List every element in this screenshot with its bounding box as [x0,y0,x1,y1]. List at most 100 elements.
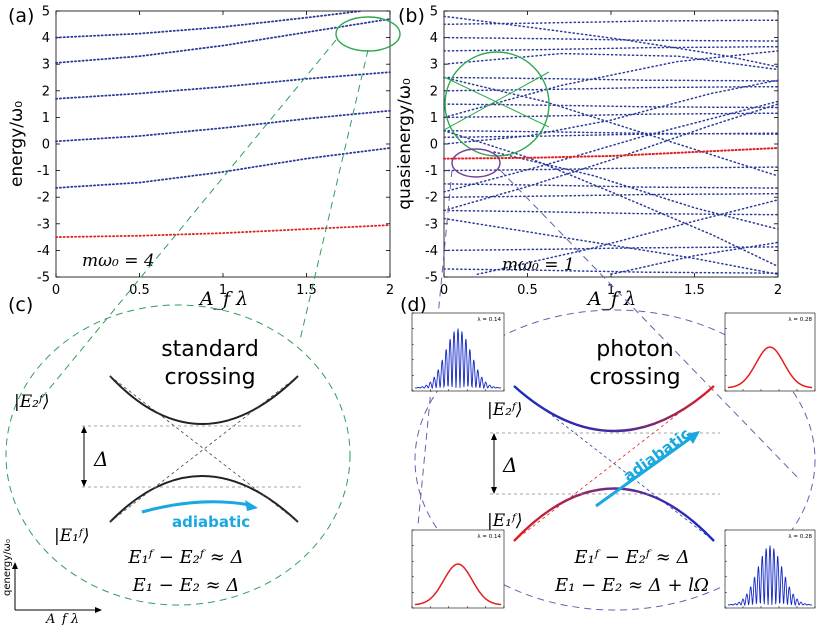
panel-c-eq1: E₁ᶠ − E₂ᶠ ≈ Δ [127,547,243,568]
x-tick-label: 0 [440,283,448,298]
panel-c-mini-axis-x-label: A_f λ [45,612,79,625]
wavefunction-inset: λ = 0.14 [411,312,505,392]
y-tick-label: 3 [42,58,50,73]
zoom-guides [39,39,801,526]
panel-b-curves [443,15,779,276]
panel-a-curves [55,10,391,239]
quasienergy-crossing-curve [443,50,779,119]
quasienergy-band [443,132,779,139]
panel-c-upper-branch [109,375,299,425]
panel-d-insets: λ = 0.14 λ = 0.28 λ = 0.14 λ = 0.28 [411,312,816,609]
inset-wavefunction-curve [727,545,813,607]
wavefunction-inset: λ = 0.14 [411,529,505,609]
inset-frame [724,312,816,392]
x-tick-label: 1 [607,283,615,298]
y-tick-label: -3 [425,217,438,232]
quasienergy-crossing-curve [443,52,779,71]
y-tick-label: 1 [42,111,50,126]
panel-c-gap-arrow-bottom [81,480,87,487]
inset-frame [411,312,505,392]
panel-a-xlabel: A_f λ [198,288,248,310]
panel-b: (b) 5 4 3 2 1 0 -1 -2 -3 -4 -5 0 0.5 1 1.5 2 quasiener… [395,5,782,311]
panel-a-label: (a) [8,5,34,27]
energy-level-curve [55,18,391,64]
quasienergy-crossing-curve [493,151,779,230]
quasienergy-band [443,183,779,189]
panel-c-lower-branch [109,475,299,523]
y-tick-label: 0 [430,138,438,153]
panel-c-lower-state: |E₁ᶠ⟩ [54,526,90,546]
panel-b-annotation: mω₀ = 1 [502,255,575,275]
quasienergy-crossing-curve [443,217,779,276]
energy-level-curve [55,71,391,100]
panel-d-title-2: crossing [589,365,680,390]
inset-frame [724,529,816,609]
panel-a-y-ticks: 5 4 3 2 1 0 -1 -2 -3 -4 -5 [37,5,390,286]
y-tick-label: 0 [42,138,50,153]
panel-c-eq2: E₁ − E₂ ≈ Δ [132,575,240,596]
quasienergy-band [443,246,779,252]
panel-d-gap-arrow-bottom [491,487,497,494]
energy-level-curve [55,147,391,189]
panel-d-adiabatic-label: adiabatic [620,425,694,486]
y-tick-label: -2 [425,191,438,206]
quasienergy-band [443,103,779,109]
y-tick-label: -3 [37,217,50,232]
x-tick-label: 1.5 [296,283,317,298]
quasienergy-crossing-curve [443,76,779,177]
green-guide-right [299,49,369,341]
quasienergy-band [443,112,779,119]
wavefunction-inset: λ = 0.28 [724,312,816,392]
y-tick-label: -4 [425,244,438,259]
panel-b-y-ticks: 5 4 3 2 1 0 -1 -2 -3 -4 -5 [425,5,778,286]
y-tick-label: 1 [430,111,438,126]
panel-c-title-1: standard [161,337,259,362]
y-tick-label: -5 [425,271,438,286]
green-guide-left [39,39,337,401]
panel-b-green-line-2 [443,71,550,131]
panel-c-zoom-ellipse [5,304,351,606]
quasienergy-band [443,268,779,274]
quasienergy-crossing-curve [443,103,779,212]
quasienergy-crossing-curve [443,100,779,193]
panel-a-ylabel: energy/ω₀ [7,101,27,187]
inset-wavefunction-curve [414,563,502,606]
inset-lambda-label: λ = 0.28 [788,317,812,323]
panel-c-adiabatic-arrowhead [245,500,258,511]
y-tick-label: -1 [425,164,438,179]
x-tick-label: 1 [219,283,227,298]
panel-c-adiabatic-arrow [141,500,251,514]
x-tick-label: 0.5 [129,283,150,298]
energy-level-curve [55,109,391,143]
wavefunction-inset: λ = 0.28 [724,529,816,609]
panel-c-label: (c) [8,294,33,316]
quasienergy-band [443,76,779,82]
panel-c-diabatic-1 [109,375,299,523]
quasienergy-band [443,209,779,216]
panel-a-x-ticks: 0 0.5 1 1.5 2 [52,11,394,298]
ground-level-curve [55,224,391,239]
panel-d-diabatic-blue [513,385,715,542]
y-tick-label: 5 [430,5,438,20]
ground-quasienergy-curve [443,147,779,160]
panel-d-label: (d) [400,294,427,316]
inset-frame [411,529,505,609]
quasienergy-crossing-curve [443,129,779,268]
inset-wavefunction-curve [414,328,502,390]
panel-d: (d) photon crossing Δ |E₂ᶠ⟩ |E₁ᶠ⟩ adiaba… [400,294,816,611]
quasienergy-band [443,129,779,135]
inset-lambda-label: λ = 0.28 [788,534,812,540]
panel-d-upper-branch [513,385,715,433]
inset-wavefunction-curve [727,346,813,389]
y-tick-label: 5 [42,5,50,20]
y-tick-label: 2 [42,84,50,99]
quasienergy-band [443,46,779,52]
y-tick-label: -1 [37,164,50,179]
panel-d-title-1: photon [596,337,673,362]
inset-lambda-label: λ = 0.14 [477,317,501,323]
y-tick-label: 2 [430,84,438,99]
panel-d-upper-state: |E₂ᶠ⟩ [487,400,523,420]
quasienergy-crossing-curve [610,241,779,276]
y-tick-label: 4 [430,31,438,46]
